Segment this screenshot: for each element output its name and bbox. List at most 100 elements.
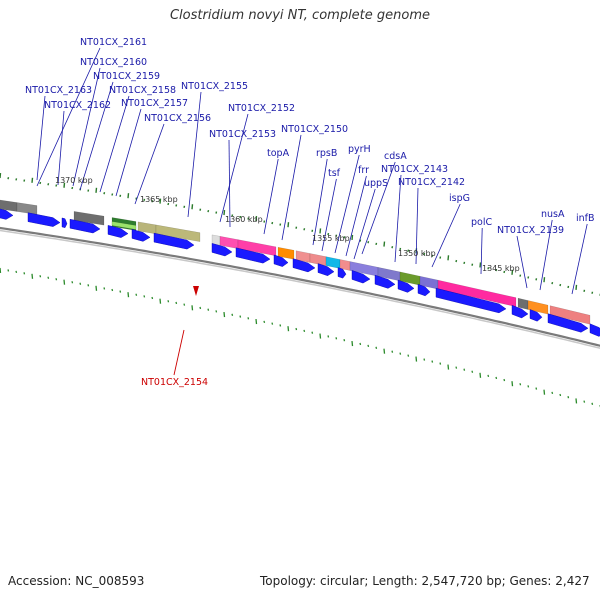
gene-label: pyrH <box>348 144 371 155</box>
gc-skew-tick <box>191 305 194 311</box>
gc-skew-tick <box>95 285 98 291</box>
scale-tick <box>143 198 146 202</box>
gene-feature <box>155 224 201 242</box>
scale-tick <box>31 177 34 183</box>
gc-skew-tick <box>567 396 570 399</box>
scale-tick <box>135 197 138 200</box>
gene-label: tsf <box>328 168 341 179</box>
gc-skew-tick <box>263 320 266 324</box>
leader-line <box>480 227 483 275</box>
gc-skew-tick <box>207 308 210 311</box>
gc-skew-tick <box>511 381 514 387</box>
gene-label: topA <box>267 148 290 159</box>
gc-skew-tick <box>103 287 106 290</box>
scale-tick <box>159 198 162 204</box>
scale-tick <box>535 278 538 281</box>
gc-skew-tick <box>119 290 122 293</box>
gc-skew-tick <box>199 306 202 310</box>
cds-arrow <box>211 243 233 257</box>
gc-skew-tick <box>351 340 354 347</box>
gene-label: NT01CX_2143 <box>381 164 448 175</box>
leader-line <box>228 139 231 228</box>
scale-tick <box>391 246 394 249</box>
scale-label: 1345 kbp <box>482 264 520 273</box>
cds-arrow <box>153 232 195 250</box>
gc-skew-tick <box>375 346 378 349</box>
leader-line <box>72 67 101 187</box>
leader-line <box>361 161 396 255</box>
scale-tick <box>0 172 2 179</box>
gene-feature <box>211 234 221 246</box>
leader-line <box>79 81 114 191</box>
scale-tick <box>215 211 218 214</box>
cds-arrow <box>69 218 101 234</box>
scale-tick <box>463 261 466 265</box>
scale-tick <box>111 193 114 196</box>
gc-skew-tick <box>287 326 290 332</box>
gc-skew-tick <box>247 317 250 320</box>
scale-label: 1370 kbp <box>55 176 93 185</box>
gene-label: polC <box>471 217 492 228</box>
scale-tick <box>479 262 482 268</box>
gc-skew-tick <box>0 267 2 274</box>
gene-label: NT01CX_2158 <box>109 85 176 96</box>
gc-skew-tick <box>471 370 474 373</box>
gc-skew-tick <box>479 372 482 378</box>
gene-label: NT01CX_2139 <box>497 225 564 236</box>
scale-tick <box>167 202 170 206</box>
gc-skew-tick <box>447 364 450 370</box>
cds-arrow <box>351 270 371 284</box>
gene-label: NT01CX_2159 <box>93 71 160 82</box>
gc-skew-tick <box>239 315 242 318</box>
highlight-leader-line <box>173 329 185 376</box>
gene-label: NT01CX_2153 <box>209 129 276 140</box>
leader-line <box>99 95 130 193</box>
leader-line <box>571 223 588 295</box>
cds-arrow <box>589 323 600 337</box>
scale-tick <box>335 234 338 237</box>
cds-arrow <box>131 229 151 242</box>
scale-tick <box>439 256 442 259</box>
scale-tick <box>487 267 490 270</box>
scale-tick <box>55 184 58 187</box>
scale-tick <box>567 285 570 289</box>
scale-tick <box>575 284 578 290</box>
gene-label: NT01CX_2142 <box>398 177 465 188</box>
leader-line <box>431 203 461 268</box>
scale-tick <box>119 194 122 197</box>
scale-tick <box>383 241 386 247</box>
gc-skew-tick <box>151 296 154 300</box>
leader-line <box>334 154 360 254</box>
gc-skew-tick <box>279 324 282 327</box>
highlight-marker-icon <box>193 286 199 296</box>
gc-skew-tick <box>15 270 18 274</box>
scale-tick <box>207 209 210 213</box>
gene-label: NT01CX_2163 <box>25 85 92 96</box>
gene-feature <box>309 253 327 266</box>
gc-skew-tick <box>271 322 274 325</box>
scale-tick <box>23 179 26 182</box>
gc-skew-tick <box>407 354 410 357</box>
cds-arrow <box>417 283 431 297</box>
leader-line <box>219 113 249 223</box>
gc-skew-tick <box>47 276 50 279</box>
gc-skew-tick <box>423 358 426 361</box>
scale-tick <box>7 177 10 180</box>
gc-skew-tick <box>439 362 442 365</box>
gc-skew-tick <box>231 313 234 316</box>
gc-skew-tick <box>167 300 170 303</box>
genome-summary-text: Topology: circular; Length: 2,547,720 bp… <box>260 574 590 588</box>
scale-tick <box>399 247 402 251</box>
scale-tick <box>423 252 426 256</box>
scale-tick <box>175 204 178 207</box>
scale-tick <box>231 214 234 217</box>
leader-line <box>539 219 553 291</box>
gc-skew-tick <box>79 282 82 285</box>
scale-tick <box>183 205 186 208</box>
scale-tick <box>551 281 554 285</box>
gc-skew-tick <box>303 329 306 333</box>
gc-skew-tick <box>175 301 178 305</box>
backbone-line <box>0 226 600 347</box>
